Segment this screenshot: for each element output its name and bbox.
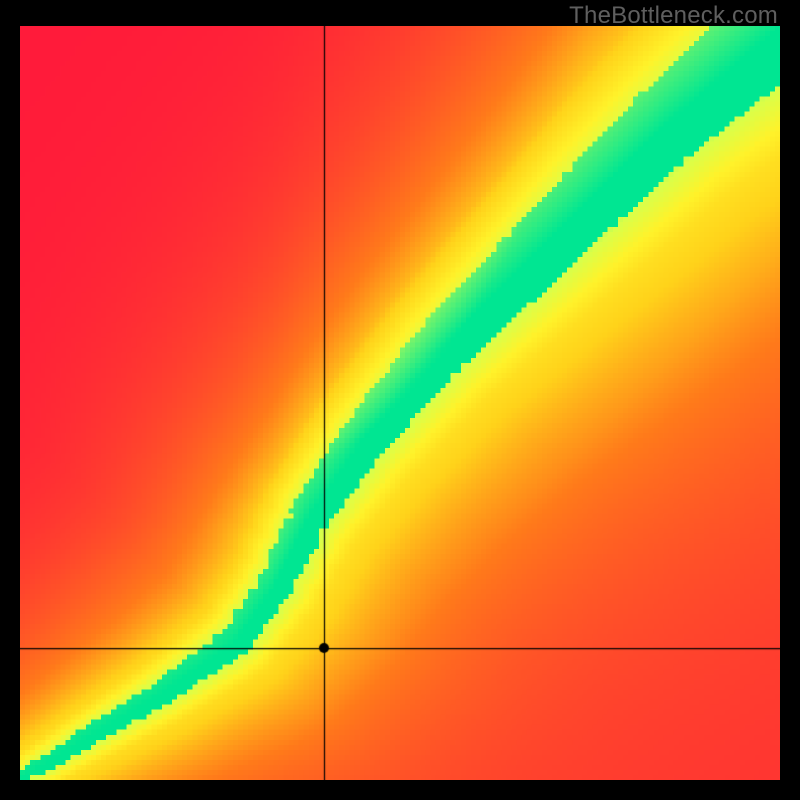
chart-container: TheBottleneck.com (0, 0, 800, 800)
crosshair-overlay-canvas (20, 26, 780, 780)
watermark-label: TheBottleneck.com (569, 2, 778, 30)
